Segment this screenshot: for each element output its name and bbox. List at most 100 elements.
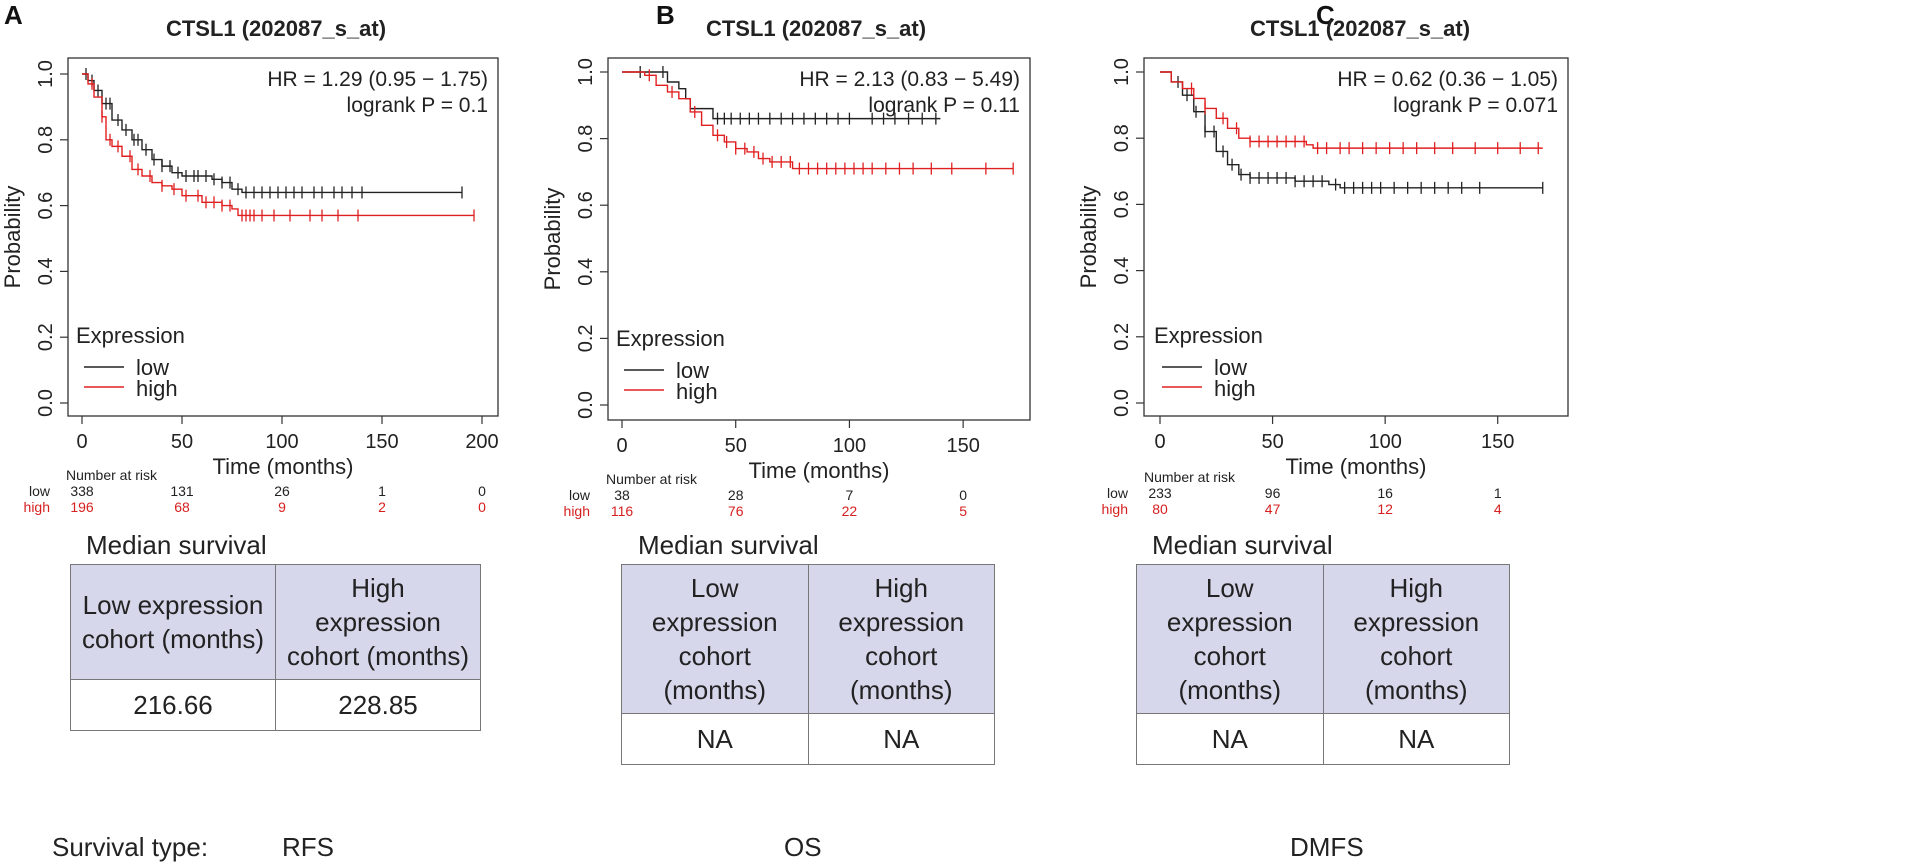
- risk-count-high: 116: [611, 503, 634, 519]
- risk-count-low: 1: [1494, 485, 1502, 501]
- y-tick-label: 0.6: [1111, 190, 1133, 218]
- legend-title: Expression: [76, 323, 185, 348]
- y-tick-label: 0.4: [575, 258, 597, 286]
- low-cohort-header: Low expression cohort (months): [70, 564, 276, 680]
- y-tick-label: 0.4: [35, 257, 57, 285]
- median-table: Low expression cohort (months) High expr…: [70, 564, 481, 731]
- risk-row-label-low: low: [569, 487, 591, 503]
- risk-count-high: 5: [959, 503, 967, 519]
- y-axis-label: Probability: [1076, 186, 1101, 289]
- high-cohort-value: 228.85: [275, 679, 481, 731]
- risk-row-label-high: high: [564, 503, 590, 519]
- plot-frame: [67, 57, 499, 417]
- legend-label-low: low: [676, 358, 709, 383]
- x-axis-label: Time (months): [213, 454, 354, 479]
- x-tick-label: 50: [1261, 431, 1283, 453]
- chart-title: CTSL1 (202087_s_at): [1250, 16, 1470, 41]
- hazard-ratio-text: HR = 1.29 (0.95 − 1.75): [267, 68, 488, 91]
- panel-c: C CTSL1 (202087_s_at) 0 50 100 150 0.0 0.2 0.4 0…: [1076, 0, 1924, 866]
- risk-count-high: 196: [70, 499, 94, 515]
- risk-count-high: 9: [278, 499, 286, 515]
- risk-count-high: 68: [174, 499, 190, 515]
- risk-count-high: 12: [1377, 501, 1393, 517]
- x-tick-label: 100: [265, 431, 298, 453]
- survival-curve-low: [82, 73, 462, 194]
- chart-title: CTSL1 (202087_s_at): [706, 16, 926, 41]
- survival-type: DMFS: [1290, 832, 1364, 863]
- high-cohort-value: NA: [1322, 713, 1510, 765]
- median-survival-title: Median survival: [638, 530, 819, 560]
- risk-row-label-high: high: [24, 499, 50, 515]
- y-tick-label: 0.2: [575, 324, 597, 352]
- y-tick-label: 0.4: [1111, 257, 1133, 285]
- risk-count-low: 1: [378, 483, 386, 499]
- survival-type: Survival type: RFS: [52, 832, 334, 863]
- risk-table-header: Number at risk: [1144, 469, 1236, 485]
- risk-count-low: 96: [1265, 485, 1281, 501]
- high-cohort-header: High expression cohort (months): [275, 564, 481, 680]
- median-survival-title: Median survival: [1152, 530, 1333, 560]
- y-tick-label: 0.6: [35, 192, 57, 220]
- panel-letter: A: [4, 0, 23, 30]
- logrank-p-text: logrank P = 0.071: [1393, 94, 1558, 117]
- high-cohort-header: High expression cohort (months): [807, 564, 995, 714]
- survival-type-label: Survival type:: [52, 832, 209, 862]
- survival-curve-low: [1160, 71, 1543, 189]
- logrank-p-text: logrank P = 0.11: [868, 94, 1020, 117]
- y-tick-label: 0.6: [575, 191, 597, 219]
- y-axis-label: Probability: [0, 186, 25, 289]
- legend-label-high: high: [1214, 376, 1256, 401]
- logrank-p-text: logrank P = 0.1: [347, 94, 488, 117]
- risk-count-low: 233: [1148, 485, 1172, 501]
- survival-curve-high: [622, 71, 1014, 170]
- plot-frame: [1143, 57, 1569, 417]
- legend-label-low: low: [1214, 355, 1247, 380]
- y-tick-label: 1.0: [1111, 58, 1133, 86]
- plot-frame: [607, 57, 1031, 421]
- risk-count-low: 16: [1377, 485, 1393, 501]
- risk-table-header: Number at risk: [66, 467, 158, 483]
- risk-count-low: 26: [274, 483, 290, 499]
- y-tick-label: 0.0: [1111, 389, 1133, 417]
- risk-row-label-low: low: [29, 483, 51, 499]
- high-cohort-header: High expression cohort (months): [1322, 564, 1510, 714]
- legend-label-low: low: [136, 355, 169, 380]
- low-cohort-header: Low expression cohort (months): [1136, 564, 1324, 714]
- panel-b: B CTSL1 (202087_s_at) 0 50 100 150 0.0 0.2 0.4 0…: [540, 0, 1310, 866]
- x-axis-label: Time (months): [1286, 454, 1427, 479]
- survival-curve-high: [1160, 71, 1543, 149]
- hazard-ratio-text: HR = 0.62 (0.36 − 1.05): [1337, 68, 1558, 91]
- legend-label-high: high: [676, 379, 718, 404]
- risk-count-high: 2: [378, 499, 386, 515]
- y-tick-label: 0.0: [35, 389, 57, 417]
- y-tick-label: 0.8: [35, 126, 57, 154]
- x-tick-label: 50: [725, 435, 747, 457]
- legend-label-high: high: [136, 376, 178, 401]
- risk-table-header: Number at risk: [606, 471, 698, 487]
- median-table: Low expression cohort (months) High expr…: [621, 564, 995, 765]
- y-tick-label: 1.0: [35, 60, 57, 88]
- risk-count-low: 0: [959, 487, 967, 503]
- survival-curve-low: [622, 71, 941, 120]
- y-tick-label: 1.0: [575, 58, 597, 86]
- y-tick-label: 0.8: [1111, 124, 1133, 152]
- y-tick-label: 0.2: [35, 323, 57, 351]
- km-plot-c: CTSL1 (202087_s_at) 0 50 100 150 0.0 0.2 0.4 0.6…: [1076, 16, 1569, 517]
- x-tick-label: 0: [616, 435, 627, 457]
- median-table: Low expression cohort (months) High expr…: [1136, 564, 1510, 765]
- x-tick-label: 150: [365, 431, 398, 453]
- legend-title: Expression: [616, 326, 725, 351]
- risk-row-label-high: high: [1102, 501, 1128, 517]
- risk-count-high: 80: [1152, 501, 1168, 517]
- x-tick-label: 200: [465, 431, 498, 453]
- x-tick-label: 150: [946, 435, 979, 457]
- risk-count-low: 38: [614, 487, 630, 503]
- km-plot-b: CTSL1 (202087_s_at)0 50 100 1500.00.20.40.6…: [540, 16, 1031, 519]
- x-tick-label: 50: [171, 431, 193, 453]
- risk-row-label-low: low: [1107, 485, 1129, 501]
- x-tick-label: 100: [1368, 431, 1401, 453]
- x-tick-label: 0: [76, 431, 87, 453]
- panel-letter: C: [1316, 0, 1335, 30]
- panel-a: A CTSL1 (202087_s_at) 0 50 100 150 200 0.0 0.2 0…: [0, 0, 660, 866]
- risk-count-low: 338: [70, 483, 94, 499]
